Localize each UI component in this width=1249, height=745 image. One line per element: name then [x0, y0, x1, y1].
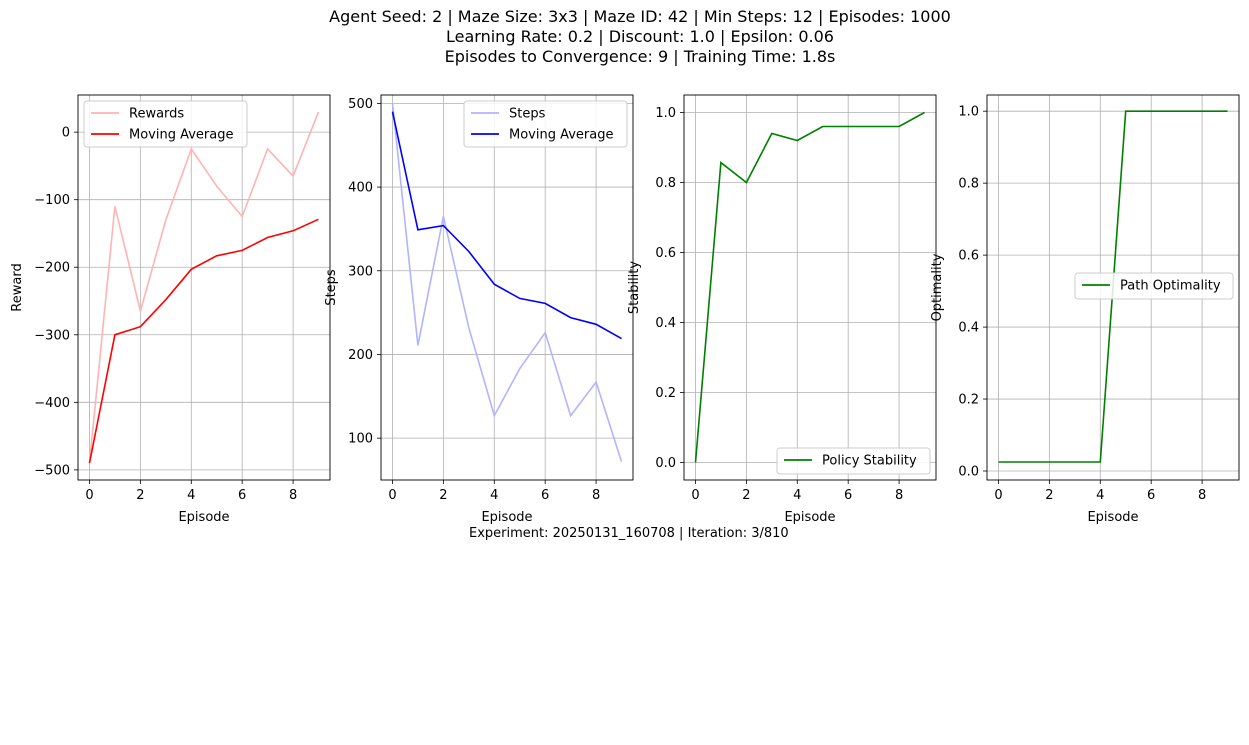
legend-box — [776, 447, 931, 475]
y-tick-label: 0.8 — [958, 177, 979, 192]
x-tick-label: 4 — [490, 488, 498, 503]
x-tick-label: 0 — [691, 488, 699, 503]
x-tick-label: 6 — [844, 488, 852, 503]
y-tick-label: 0.6 — [958, 249, 979, 264]
series-line-1 — [391, 103, 623, 462]
y-axis-label: Steps — [324, 269, 339, 306]
y-tick-label: 200 — [348, 348, 373, 363]
title-line-3: Episodes to Convergence: 9 | Training Ti… — [444, 47, 836, 66]
figure-title: Agent Seed: 2 | Maze Size: 3x3 | Maze ID… — [0, 7, 1249, 67]
x-tick-label: 2 — [1045, 488, 1053, 503]
legend-label: Moving Average — [129, 128, 233, 143]
y-tick-label: −400 — [34, 396, 70, 411]
x-axis-label: Episode — [178, 510, 229, 525]
y-tick-label: 100 — [348, 432, 373, 447]
chart-panel-4: 0 2 4 6 8 0.0 0.2 0.4 0.6 0.8 1.0 Episode Optimality… — [930, 94, 1240, 525]
legend-label: Moving Average — [509, 128, 613, 143]
legend: Rewards Moving Average — [83, 100, 248, 148]
x-tick-label: 0 — [388, 488, 396, 503]
y-tick-label: 300 — [348, 264, 373, 279]
series-line-1 — [694, 111, 925, 463]
x-tick-label: 6 — [238, 488, 246, 503]
plot-frame — [683, 94, 937, 481]
x-tick-label: 6 — [541, 488, 549, 503]
legend: Policy Stability — [776, 447, 931, 475]
legend-box — [463, 100, 628, 148]
x-tick-label: 8 — [592, 488, 600, 503]
y-tick-label: 0.4 — [958, 321, 979, 336]
experiment-footer: Experiment: 20250131_160708 | Iteration:… — [469, 526, 789, 541]
plot-frame — [986, 94, 1240, 481]
legend-label: Path Optimality — [1120, 279, 1221, 294]
y-axis-label: Reward — [10, 263, 25, 311]
y-tick-label: 0.8 — [655, 176, 676, 191]
legend-box — [83, 100, 248, 148]
x-tick-label: 4 — [1096, 488, 1104, 503]
y-tick-label: −500 — [34, 463, 70, 478]
x-tick-label: 6 — [1147, 488, 1155, 503]
legend: Steps Moving Average — [463, 100, 628, 148]
x-tick-label: 4 — [187, 488, 195, 503]
y-tick-label: 0.4 — [655, 316, 676, 331]
x-tick-label: 0 — [994, 488, 1002, 503]
x-tick-label: 2 — [136, 488, 144, 503]
y-tick-label: 0.2 — [958, 393, 979, 408]
chart-panel-3: 0 2 4 6 8 0.0 0.2 0.4 0.6 0.8 1.0 Episode Stability P… — [627, 94, 937, 525]
x-tick-label: 2 — [742, 488, 750, 503]
legend-label: Policy Stability — [822, 454, 917, 469]
x-tick-label: 8 — [1198, 488, 1206, 503]
y-tick-label: 500 — [348, 97, 373, 112]
x-axis-label: Episode — [784, 510, 835, 525]
series-line-2 — [88, 218, 319, 464]
series-line-1 — [88, 111, 320, 464]
y-tick-label: 1.0 — [655, 106, 676, 121]
legend-label: Steps — [509, 107, 546, 122]
y-tick-label: −300 — [34, 328, 70, 343]
plot-frame — [77, 94, 331, 481]
x-tick-label: 0 — [85, 488, 93, 503]
y-tick-label: 0.2 — [655, 386, 676, 401]
y-tick-label: 0.6 — [655, 246, 676, 261]
series-line-2 — [391, 111, 622, 340]
plot-frame — [380, 94, 634, 481]
y-tick-label: 0 — [62, 126, 70, 141]
x-tick-label: 2 — [439, 488, 447, 503]
y-tick-label: −200 — [34, 261, 70, 276]
chart-panel-1: 0 2 4 6 8 −500 −400 −300 −200 −100 0 Episode Reward R… — [10, 94, 331, 525]
y-axis-label: Optimality — [930, 253, 945, 321]
title-line-1: Agent Seed: 2 | Maze Size: 3x3 | Maze ID… — [329, 7, 951, 26]
x-tick-label: 8 — [895, 488, 903, 503]
x-tick-label: 4 — [793, 488, 801, 503]
chart-panel-2: 0 2 4 6 8 100 200 300 400 500 Episode Steps Steps Mov… — [324, 94, 634, 525]
title-line-2: Learning Rate: 0.2 | Discount: 1.0 | Eps… — [446, 27, 834, 46]
y-tick-label: 400 — [348, 181, 373, 196]
legend-box — [1074, 272, 1234, 300]
y-tick-label: −100 — [34, 193, 70, 208]
legend: Path Optimality — [1074, 272, 1234, 300]
y-tick-label: 0.0 — [958, 465, 979, 480]
x-tick-label: 8 — [289, 488, 297, 503]
legend-label: Rewards — [129, 107, 184, 122]
y-tick-label: 0.0 — [655, 456, 676, 471]
y-tick-label: 1.0 — [958, 105, 979, 120]
y-axis-label: Stability — [627, 261, 642, 315]
x-axis-label: Episode — [1087, 510, 1138, 525]
x-axis-label: Episode — [481, 510, 532, 525]
